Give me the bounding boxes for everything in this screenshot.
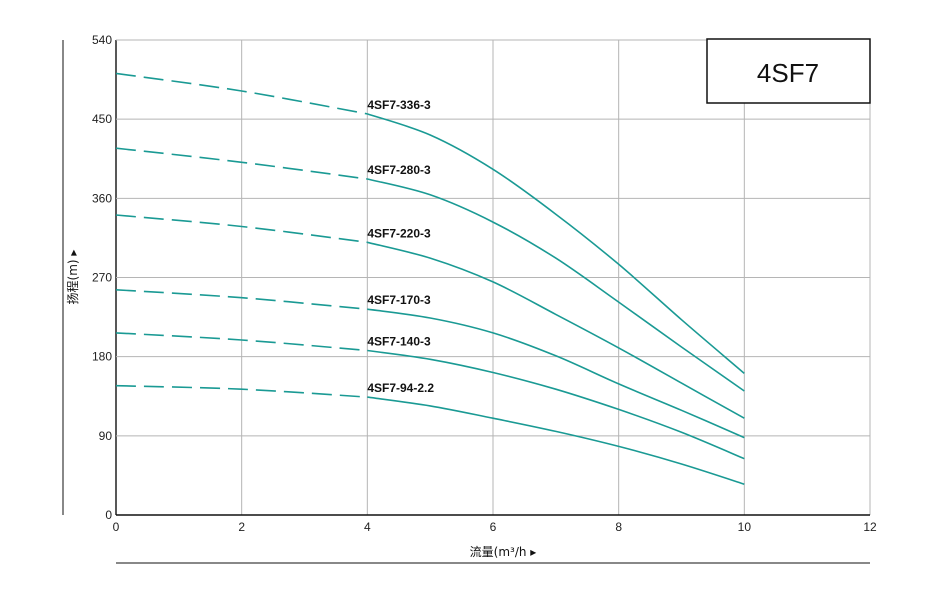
- series-line-dashed: [115, 384, 368, 398]
- series-line-dashed: [115, 72, 368, 115]
- y-tick-label: 360: [92, 191, 112, 205]
- x-tick-label: 6: [490, 520, 497, 534]
- chart-title: 4SF7: [757, 58, 819, 88]
- series-line: [367, 308, 745, 439]
- x-tick-label: 8: [615, 520, 622, 534]
- y-tick-label: 90: [99, 429, 113, 443]
- x-tick-label: 12: [863, 520, 877, 534]
- series-labels: 4SF7-336-3 4SF7-280-3 4SF7-220-3 4SF7-170-3…: [367, 98, 434, 395]
- y-tick-label: 450: [92, 112, 112, 126]
- series-line: [367, 113, 745, 375]
- series-line-dashed: [115, 332, 368, 352]
- series-label: 4SF7-170-3: [367, 293, 431, 307]
- series-label: 4SF7-336-3: [367, 98, 431, 112]
- x-tick-label: 4: [364, 520, 371, 534]
- series-label: 4SF7-140-3: [367, 335, 431, 349]
- x-axis-label: 流量(m³/h ▸: [470, 545, 537, 559]
- y-axis-label: 扬程(m) ▸: [65, 250, 80, 305]
- y-tick-label: 270: [92, 271, 112, 285]
- x-tick-label: 0: [113, 520, 120, 534]
- series-label: 4SF7-220-3: [367, 226, 431, 240]
- series-label: 4SF7-94-2.2: [367, 381, 434, 395]
- series-line: [367, 396, 745, 485]
- title-frame: [706, 38, 871, 104]
- series-line: [367, 241, 745, 419]
- title-box: 4SF7: [706, 38, 871, 104]
- y-tick-label: 540: [92, 33, 112, 47]
- x-tick-label: 2: [238, 520, 245, 534]
- y-tick-label: 180: [92, 350, 112, 364]
- series-line: [367, 349, 745, 460]
- series-line-dashed: [115, 289, 368, 310]
- tick-labels: 0 2 4 6 8 10 12 0 90 180 270 360 450 540: [92, 33, 877, 534]
- series-line: [367, 178, 745, 392]
- series-line-dashed: [115, 214, 368, 244]
- y-tick-label: 0: [105, 508, 112, 522]
- series-line-dashed: [115, 147, 368, 180]
- x-tick-label: 10: [738, 520, 752, 534]
- series-curves: [115, 72, 745, 485]
- grid: [115, 39, 871, 516]
- series-label: 4SF7-280-3: [367, 163, 431, 177]
